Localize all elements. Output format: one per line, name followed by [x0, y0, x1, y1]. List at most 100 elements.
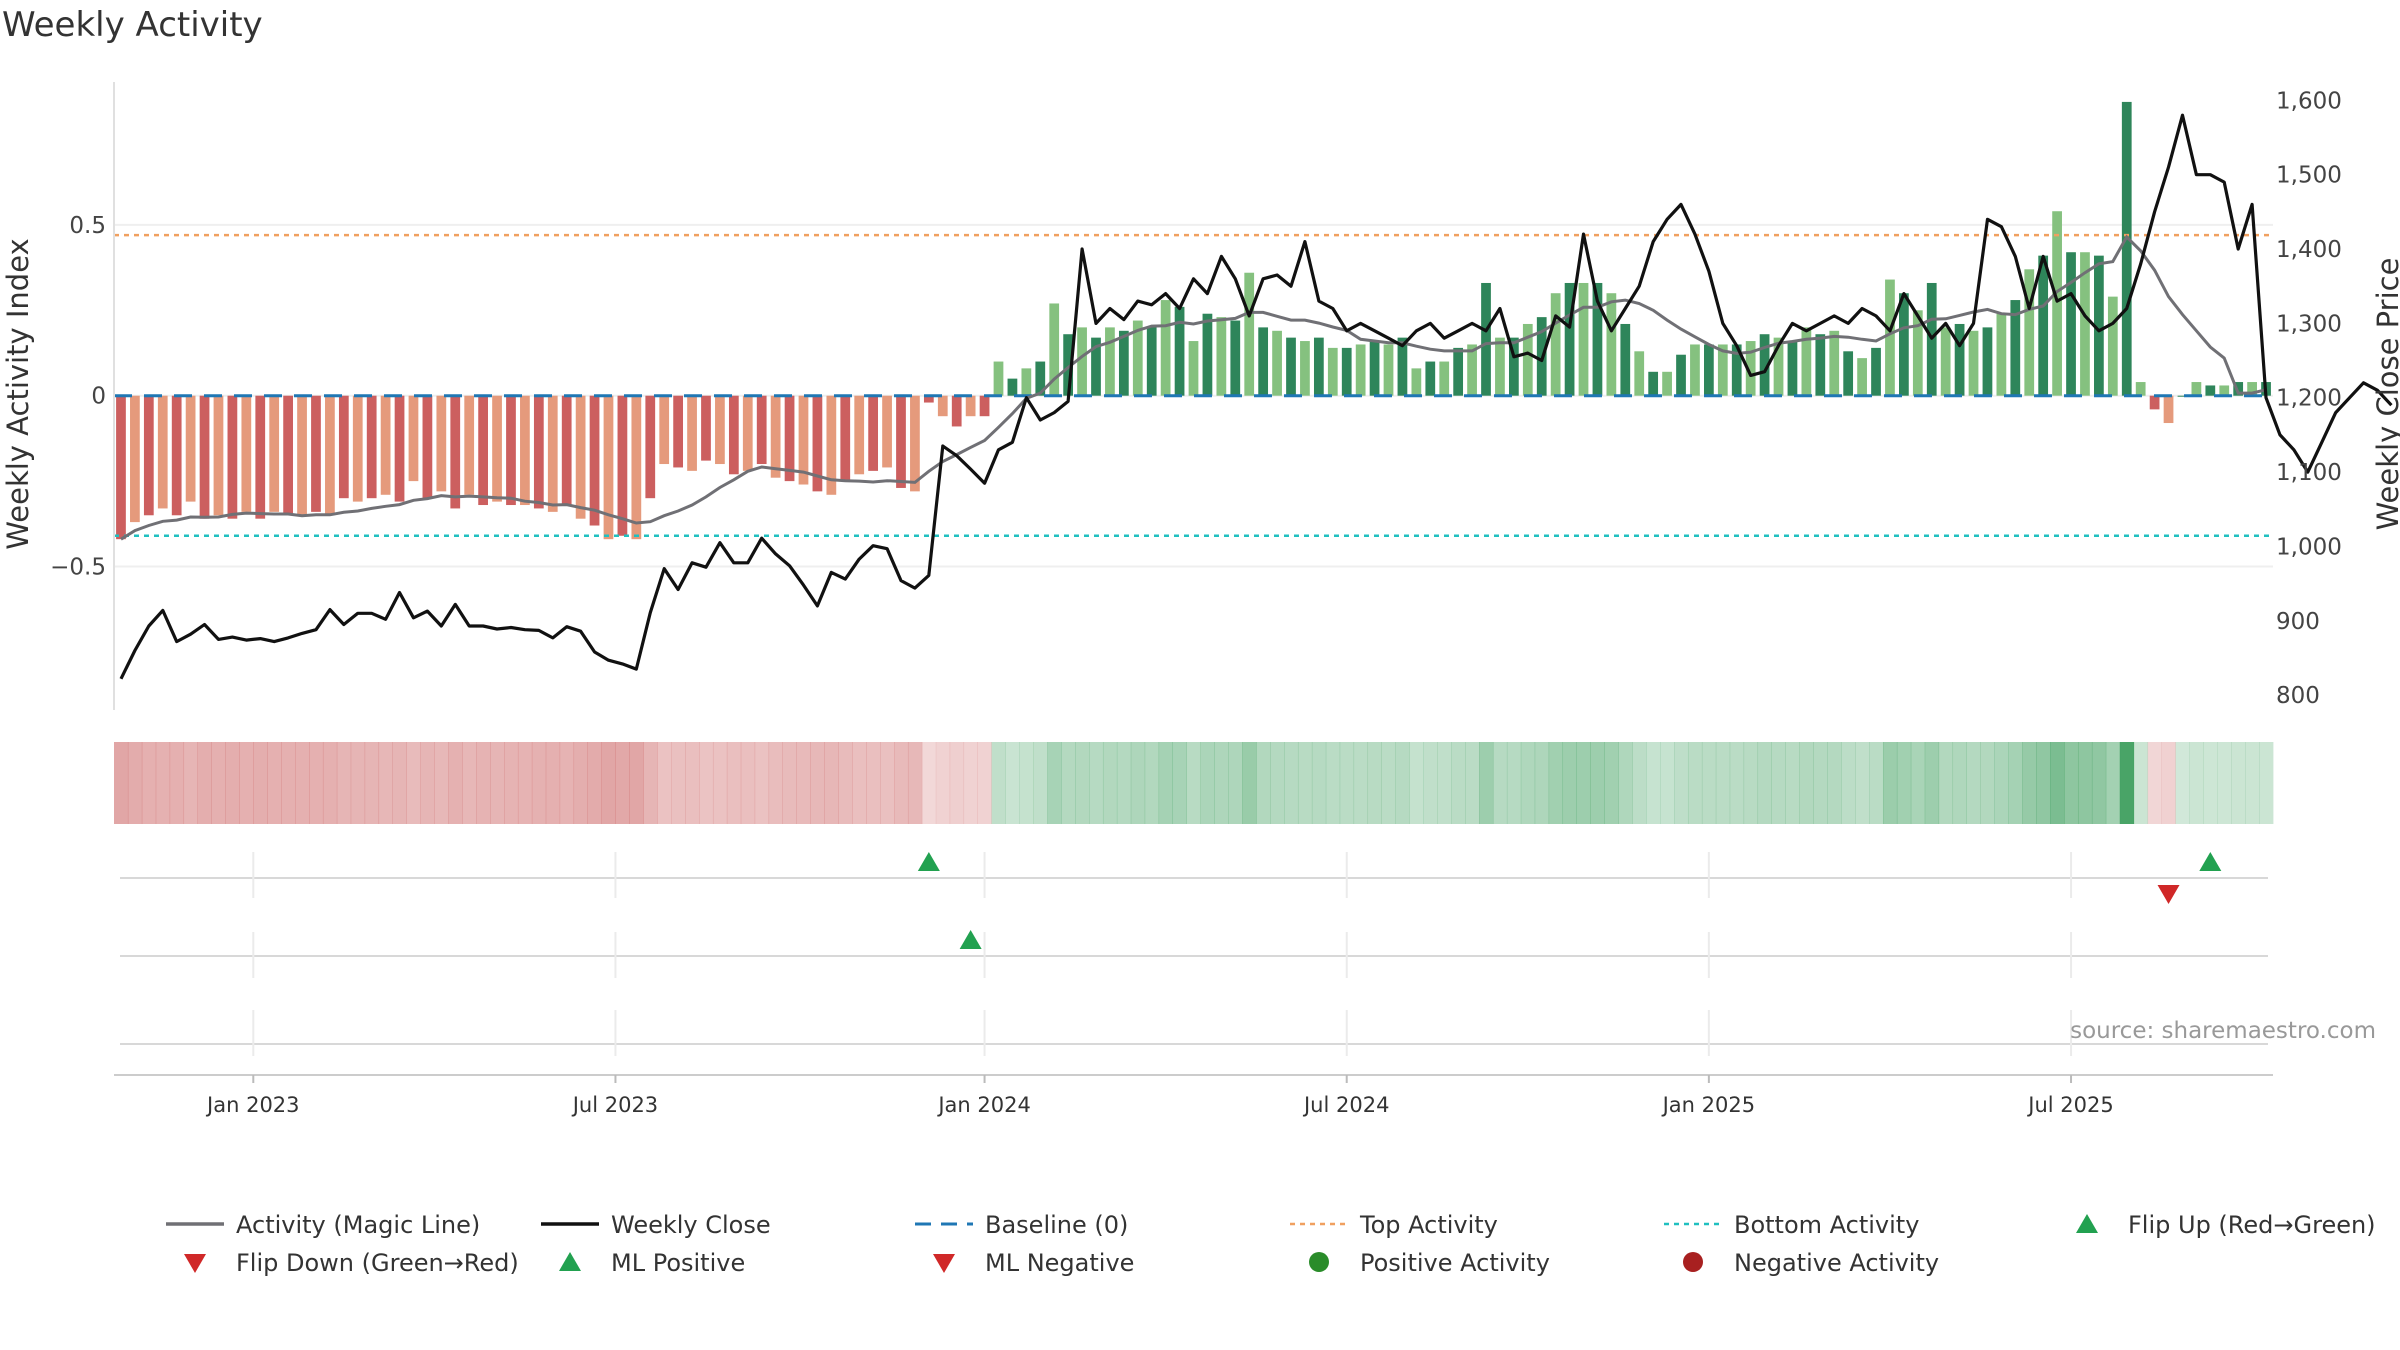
activity-bar — [2121, 101, 2132, 396]
heat-strip-cell — [448, 742, 463, 824]
activity-bar — [2163, 395, 2174, 424]
activity-bar — [2094, 255, 2104, 396]
activity-bar — [1077, 327, 1087, 396]
activity-bar — [1968, 330, 1979, 396]
activity-bar — [2191, 382, 2202, 396]
heat-strip-cell — [1200, 742, 1215, 824]
activity-bar — [1272, 330, 1282, 396]
heat-strip-cell — [1785, 742, 1800, 824]
activity-bar — [687, 395, 697, 471]
y-axis-title: Weekly Activity Index — [1, 238, 35, 549]
activity-bar — [547, 395, 558, 512]
activity-bar — [1690, 344, 1700, 396]
activity-bar — [756, 395, 767, 465]
heat-strip-cell — [685, 742, 700, 824]
activity-bar — [1871, 347, 1881, 396]
legend-label: Baseline (0) — [985, 1211, 1128, 1239]
heat-strip-cell — [1799, 742, 1814, 824]
activity-bar — [1912, 310, 1923, 396]
heat-strip-cell — [267, 742, 282, 824]
heat-strip-cell — [1743, 742, 1759, 824]
heat-strip-cell — [754, 742, 770, 824]
heat-strip-cell — [2147, 742, 2162, 824]
heat-strip-cell — [1061, 742, 1076, 824]
activity-bar — [116, 395, 126, 540]
heat-strip-cell — [309, 742, 324, 824]
heat-strip-cell — [921, 742, 937, 824]
heat-strip-cell — [1047, 742, 1062, 824]
heat-strip-cell — [1646, 742, 1661, 824]
legend-label: Top Activity — [1359, 1211, 1498, 1239]
activity-bar — [1815, 334, 1826, 396]
activity-bar — [1341, 347, 1352, 396]
activity-bar — [1230, 320, 1241, 396]
heat-strip-cell — [169, 742, 185, 824]
legend-label: Weekly Close — [611, 1211, 771, 1239]
legend-label: Flip Up (Red→Green) — [2128, 1211, 2376, 1239]
activity-bar — [2107, 296, 2118, 396]
heat-strip-cell — [1423, 742, 1438, 824]
heat-strip-cell — [2077, 742, 2093, 824]
heat-strip-cell — [1492, 742, 1508, 824]
activity-bar — [965, 395, 976, 417]
heat-strip-cell — [991, 742, 1006, 824]
activity-bar — [227, 395, 238, 519]
activity-bar — [1731, 344, 1742, 396]
heat-strip-cell — [838, 742, 853, 824]
activity-bar — [979, 395, 990, 417]
heat-strip-cell — [2259, 742, 2274, 824]
heat-strip-cell — [657, 742, 672, 824]
activity-bar — [603, 395, 614, 540]
heat-strip-cell — [1924, 742, 1940, 824]
heat-strip-cell — [1325, 742, 1341, 824]
activity-bar — [1063, 334, 1074, 396]
activity-bar — [408, 395, 419, 482]
lines-layer — [114, 113, 2393, 680]
activity-bar — [492, 395, 502, 502]
heat-strip-cell — [1437, 742, 1452, 824]
activity-bar — [394, 395, 405, 502]
activity-bar — [2233, 382, 2244, 396]
activity-bar — [1508, 337, 1519, 396]
legend-label: Flip Down (Green→Red) — [236, 1249, 519, 1277]
y2-tick-label: 1,200 — [2276, 386, 2342, 412]
heat-strip-cell — [1102, 742, 1118, 824]
activity-bar — [297, 395, 307, 516]
heat-strip-cell — [1144, 742, 1160, 824]
activity-bar — [157, 395, 168, 509]
heat-strip-cell — [587, 742, 602, 824]
heat-strip-cell — [1506, 742, 1522, 824]
heat-strip-cell — [726, 742, 742, 824]
heat-strip-cell — [1297, 742, 1313, 824]
activity-bar — [1188, 341, 1199, 396]
activity-bar — [840, 395, 851, 482]
activity-bar — [1745, 341, 1756, 396]
activity-bar — [1258, 327, 1269, 396]
activity-bar — [1954, 323, 1965, 396]
y2-tick-label: 1,400 — [2276, 237, 2342, 263]
flip-up-marker — [917, 852, 940, 871]
activity-bar — [617, 395, 628, 536]
activity-bar — [130, 395, 140, 523]
heat-strip-cell — [907, 742, 923, 824]
activity-bar — [325, 395, 335, 516]
activity-bar — [1453, 347, 1464, 396]
heat-strip-cell — [2231, 742, 2246, 824]
activity-bar — [241, 395, 252, 512]
heat-strip-cell — [1729, 742, 1745, 824]
heat-strip-cell — [1715, 742, 1731, 824]
heat-strip-cell — [1841, 742, 1856, 824]
heat-strip-cell — [183, 742, 198, 824]
legend-label: Negative Activity — [1734, 1249, 1939, 1277]
heat-strip-cell — [1576, 742, 1591, 824]
heat-strip-cell — [1562, 742, 1577, 824]
activity-bar — [1996, 313, 2007, 396]
heat-strip-cell — [336, 742, 352, 824]
activity-bar — [1425, 361, 1436, 396]
heat-strip-cell — [1687, 742, 1703, 824]
activity-bar — [798, 395, 809, 485]
activity-bar — [923, 395, 934, 403]
heat-strip-cell — [1075, 742, 1090, 824]
activity-bar — [1606, 293, 1617, 396]
heat-strip-cell — [1172, 742, 1187, 824]
